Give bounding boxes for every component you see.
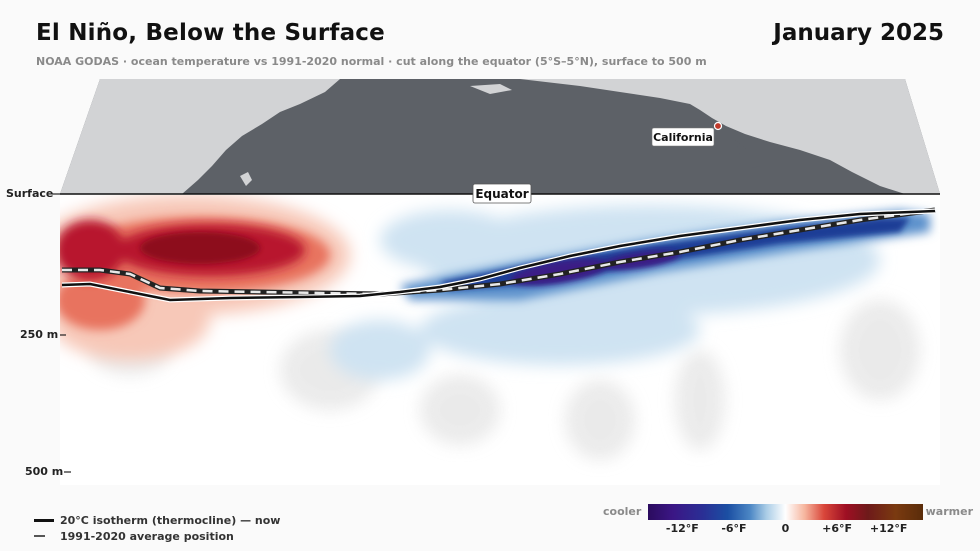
colorbar-gradient	[648, 504, 923, 520]
average-line-swatch	[34, 535, 45, 537]
colorbar-cooler-label: cooler	[603, 505, 642, 518]
anomaly-colorbar: cooler warmer -12°F -6°F 0 +6°F +12°F	[603, 502, 973, 542]
page-title: El Niño, Below the Surface	[36, 20, 385, 46]
japan-island	[198, 100, 218, 124]
legend-row-average: 1991-2020 average position	[34, 528, 280, 544]
pacific-basemap	[60, 79, 940, 195]
legend-average-label: 1991-2020 average position	[60, 529, 234, 543]
colorbar-tick: -6°F	[721, 522, 747, 535]
temperature-anomaly-section	[60, 195, 940, 485]
california-marker: California	[651, 121, 723, 147]
legend-row-now: 20°C isotherm (thermocline) — now	[34, 512, 280, 528]
california-label: California	[653, 131, 713, 144]
colorbar-warmer-label: warmer	[925, 505, 973, 518]
now-line-swatch	[34, 518, 54, 522]
colorbar-tick: -12°F	[665, 522, 699, 535]
north-america-landmass	[520, 79, 940, 194]
depth-label-250: 250 m	[20, 328, 58, 341]
asia-landmass	[60, 79, 340, 194]
depth-label-surface: Surface	[6, 187, 53, 200]
date-label: January 2025	[773, 20, 944, 46]
colorbar-tick: +12°F	[869, 522, 908, 535]
depth-axis: Surface 250 m 500 m	[6, 187, 71, 478]
thermocline-legend: 20°C isotherm (thermocline) — now 1991-2…	[34, 512, 280, 544]
colorbar-tick: 0	[781, 522, 790, 535]
equator-label: Equator	[475, 187, 528, 201]
subtitle: NOAA GODAS · ocean temperature vs 1991-2…	[36, 55, 707, 68]
depth-label-500: 500 m	[25, 465, 63, 478]
equator-marker: Equator	[472, 183, 532, 204]
legend-now-label: 20°C isotherm (thermocline) — now	[60, 513, 281, 527]
colorbar-tick: +6°F	[822, 522, 853, 535]
